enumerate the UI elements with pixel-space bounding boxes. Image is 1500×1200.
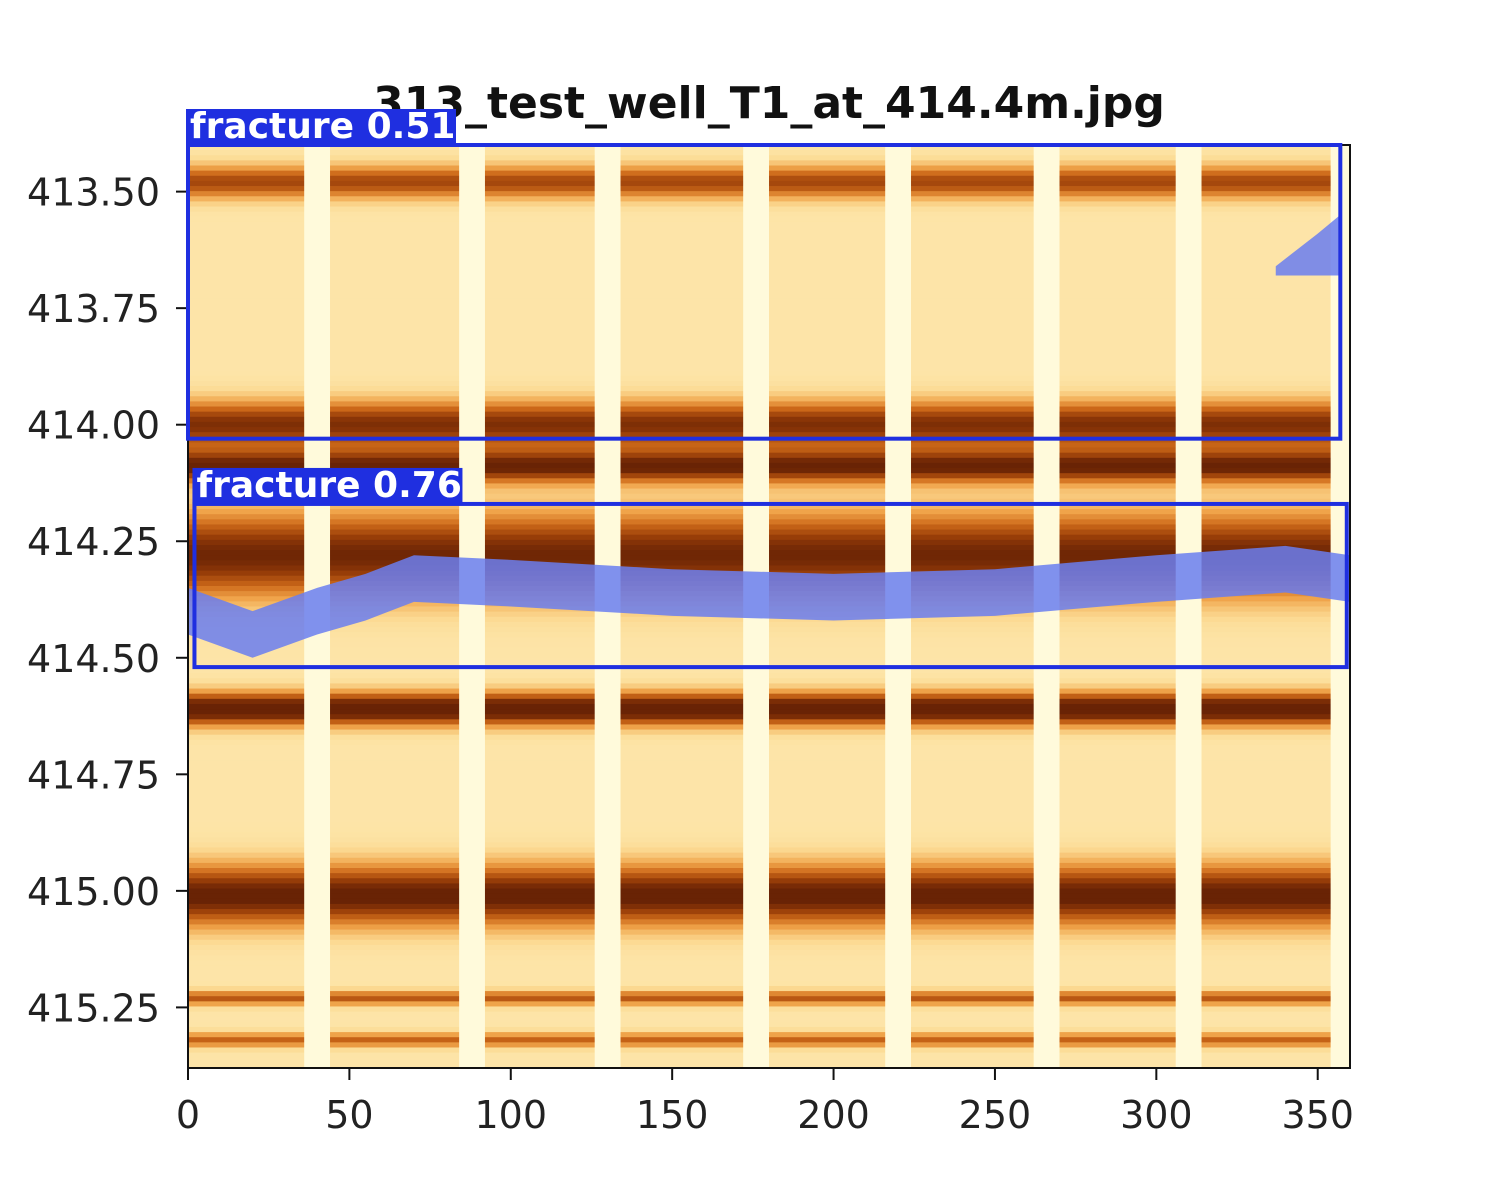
detection-box — [192, 501, 1349, 670]
x-tick-label: 100 — [475, 1093, 548, 1137]
fracture-trace-patch — [1275, 214, 1341, 276]
x-tick-label: 250 — [959, 1093, 1032, 1137]
x-tick-label: 200 — [797, 1093, 870, 1137]
y-tick-label: 414.50 — [27, 637, 160, 681]
x-tick-label: 350 — [1281, 1093, 1354, 1137]
detection-box — [186, 143, 1343, 441]
y-tick-label: 413.50 — [27, 171, 160, 215]
y-tick-label: 415.00 — [27, 870, 160, 914]
y-tick-label: 414.00 — [27, 404, 160, 448]
pad-gap — [1175, 145, 1202, 1068]
y-tick-label: 414.75 — [27, 753, 160, 797]
x-tick-label: 50 — [325, 1093, 373, 1137]
detection-label-bg — [192, 467, 463, 504]
x-tick-label: 150 — [636, 1093, 709, 1137]
fracture-trace — [188, 545, 1350, 658]
detections: fracture 0.51 fracture 0.76 — [186, 106, 1349, 670]
y-tick-label: 414.25 — [27, 520, 160, 564]
chart-title: 313_test_well_T1_at_414.4m.jpg — [373, 78, 1165, 129]
pad-gap — [1330, 145, 1350, 1068]
x-tick-label: 300 — [1120, 1093, 1193, 1137]
detection-label-bg — [186, 109, 456, 145]
plot-area — [188, 145, 1350, 1068]
pad-gap — [459, 145, 485, 1068]
detection-label: fracture 0.76 — [196, 465, 461, 506]
detection-label: fracture 0.51 — [190, 106, 455, 147]
y-tick-label: 415.25 — [27, 986, 160, 1030]
y-tick-label: 413.75 — [27, 287, 160, 331]
x-tick-label: 0 — [176, 1093, 200, 1137]
axes: 413.50 413.75 414.00 414.25 414.50 414.75 415.… — [27, 144, 1354, 1137]
